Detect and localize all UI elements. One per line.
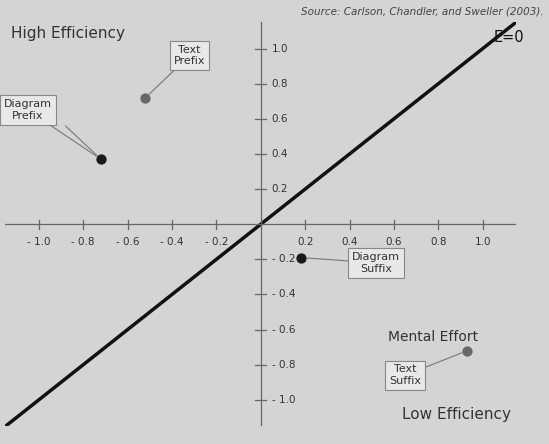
Text: 1.0: 1.0 <box>272 44 288 54</box>
Text: - 1.0: - 1.0 <box>27 237 51 246</box>
Text: Text
Prefix: Text Prefix <box>149 45 205 94</box>
Point <box>97 156 105 163</box>
Text: Source: Carlson, Chandler, and Sweller (2003).: Source: Carlson, Chandler, and Sweller (… <box>301 7 544 17</box>
Point <box>296 254 305 261</box>
Text: - 0.6: - 0.6 <box>116 237 139 246</box>
Text: 1.0: 1.0 <box>474 237 491 246</box>
Text: Diagram
Suffix: Diagram Suffix <box>306 252 400 274</box>
Text: 0.4: 0.4 <box>341 237 358 246</box>
Text: - 0.2: - 0.2 <box>205 237 228 246</box>
Text: 0.8: 0.8 <box>272 79 288 89</box>
Text: 0.4: 0.4 <box>272 149 288 159</box>
Text: E=0: E=0 <box>494 30 524 45</box>
Text: - 0.6: - 0.6 <box>272 325 295 335</box>
Text: - 0.2: - 0.2 <box>272 254 295 264</box>
Text: 0.2: 0.2 <box>272 184 288 194</box>
Text: - 0.4: - 0.4 <box>272 289 295 300</box>
Text: 0.6: 0.6 <box>386 237 402 246</box>
Text: Mental Effort: Mental Effort <box>389 330 479 345</box>
Text: Low Efficiency: Low Efficiency <box>402 407 511 422</box>
Text: 0.2: 0.2 <box>297 237 313 246</box>
Text: - 0.4: - 0.4 <box>160 237 184 246</box>
Text: - 0.8: - 0.8 <box>272 360 295 370</box>
Text: - 1.0: - 1.0 <box>272 395 295 405</box>
Text: 0.8: 0.8 <box>430 237 447 246</box>
Text: Text
Suffix: Text Suffix <box>389 353 462 386</box>
Text: 0.6: 0.6 <box>272 114 288 124</box>
Text: High Efficiency: High Efficiency <box>10 26 125 41</box>
Text: - 0.8: - 0.8 <box>71 237 95 246</box>
Text: Diagram
Prefix: Diagram Prefix <box>4 99 96 156</box>
Point <box>463 347 472 354</box>
Point <box>141 94 150 101</box>
